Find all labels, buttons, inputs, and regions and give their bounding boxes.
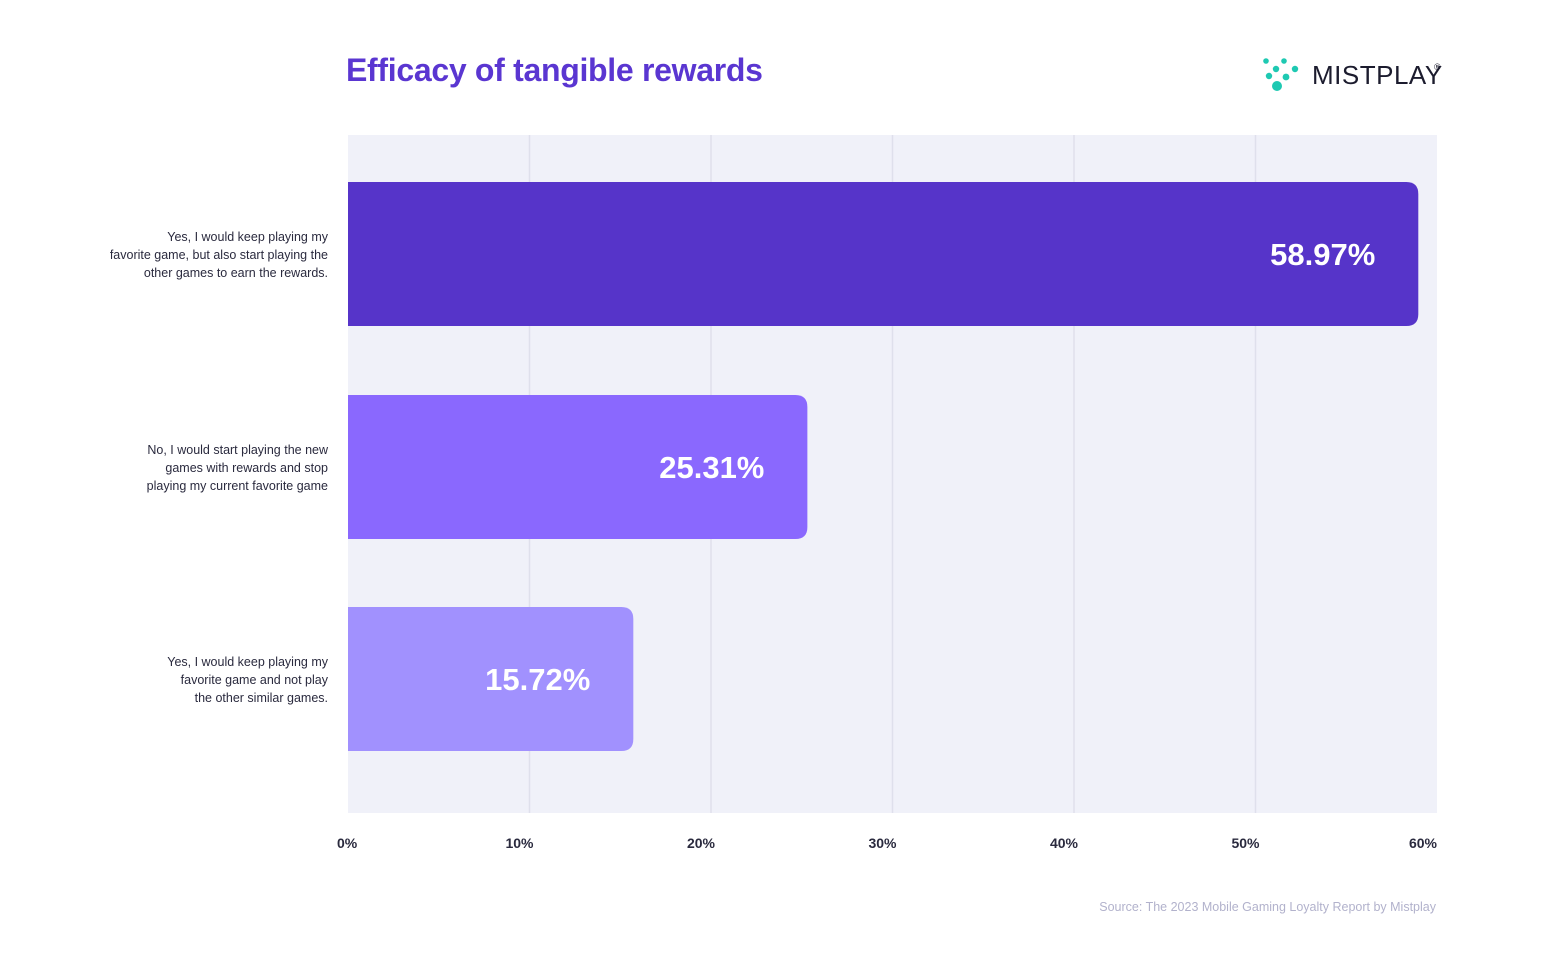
x-tick-label: 20% — [687, 835, 716, 851]
bar-group: 25.31% No, I would start playing the new g… — [147, 395, 808, 539]
bar — [348, 182, 1419, 326]
x-tick-label: 40% — [1050, 835, 1079, 851]
chart-title: Efficacy of tangible rewards — [346, 52, 763, 88]
category-label-line: No, I would start playing the new — [147, 443, 329, 457]
x-tick-label: 60% — [1409, 835, 1438, 851]
x-tick-label: 30% — [868, 835, 897, 851]
category-label-line: favorite game and not play — [181, 673, 329, 687]
category-label-line: games with rewards and stop — [165, 461, 328, 475]
bar — [348, 607, 634, 751]
category-label-line: Yes, I would keep playing my — [167, 230, 328, 244]
mistplay-logo-icon — [1263, 58, 1299, 91]
bar-group: 58.97% Yes, I would keep playing my favori… — [110, 182, 1419, 326]
registered-mark: ® — [1434, 62, 1441, 72]
bar-group: 15.72% Yes, I would keep playing my favori… — [167, 607, 634, 751]
category-label-line: other games to earn the rewards. — [144, 266, 328, 280]
category-label-line: the other similar games. — [195, 691, 328, 705]
brand-name: MISTPLAY — [1312, 60, 1443, 90]
category-label: Yes, I would keep playing my favorite gam… — [110, 230, 329, 280]
category-label: Yes, I would keep playing my favorite gam… — [167, 655, 328, 705]
bar — [348, 395, 808, 539]
bar-value-label: 25.31% — [659, 450, 764, 485]
brand-logo: MISTPLAY ® — [1262, 56, 1452, 94]
bar-value-label: 58.97% — [1270, 237, 1375, 272]
category-label-line: favorite game, but also start playing th… — [110, 248, 328, 262]
bar-value-label: 15.72% — [485, 662, 590, 697]
x-tick-label: 10% — [505, 835, 534, 851]
source-note: Source: The 2023 Mobile Gaming Loyalty R… — [1099, 900, 1436, 914]
category-label-line: playing my current favorite game — [147, 479, 328, 493]
category-label-line: Yes, I would keep playing my — [167, 655, 328, 669]
category-label: No, I would start playing the new games w… — [147, 443, 329, 493]
x-tick-label: 0% — [337, 835, 358, 851]
x-tick-label: 50% — [1231, 835, 1260, 851]
